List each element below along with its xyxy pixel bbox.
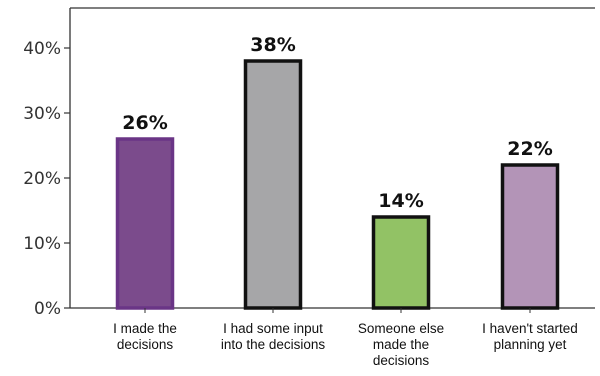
bar [243, 59, 303, 310]
y-axis-ticks: 0% 10% 20% 30% 40% [23, 39, 70, 319]
bars [115, 59, 560, 310]
y-tick-label: 30% [23, 104, 61, 124]
data-label: 22% [507, 138, 552, 160]
x-category-label: I had some input into the decisions [221, 321, 326, 352]
bar [115, 137, 175, 310]
y-tick-label: 10% [23, 234, 61, 254]
x-category-label: Someone else made the decisions [358, 321, 444, 368]
data-label: 14% [378, 190, 423, 212]
y-tick-label: 20% [23, 169, 61, 189]
x-axis-categories: I made the decisions I had some input into … [113, 308, 578, 368]
x-category-label: I made the decisions [113, 321, 177, 352]
y-tick-label: 40% [23, 39, 61, 59]
data-label: 38% [250, 34, 295, 56]
x-category-label: I haven't started planning yet [482, 321, 578, 352]
bar [371, 215, 431, 310]
y-tick-label: 0% [34, 299, 61, 319]
data-label: 26% [122, 112, 167, 134]
bar [500, 163, 560, 310]
data-labels: 26% 38% 14% 22% [122, 34, 552, 212]
